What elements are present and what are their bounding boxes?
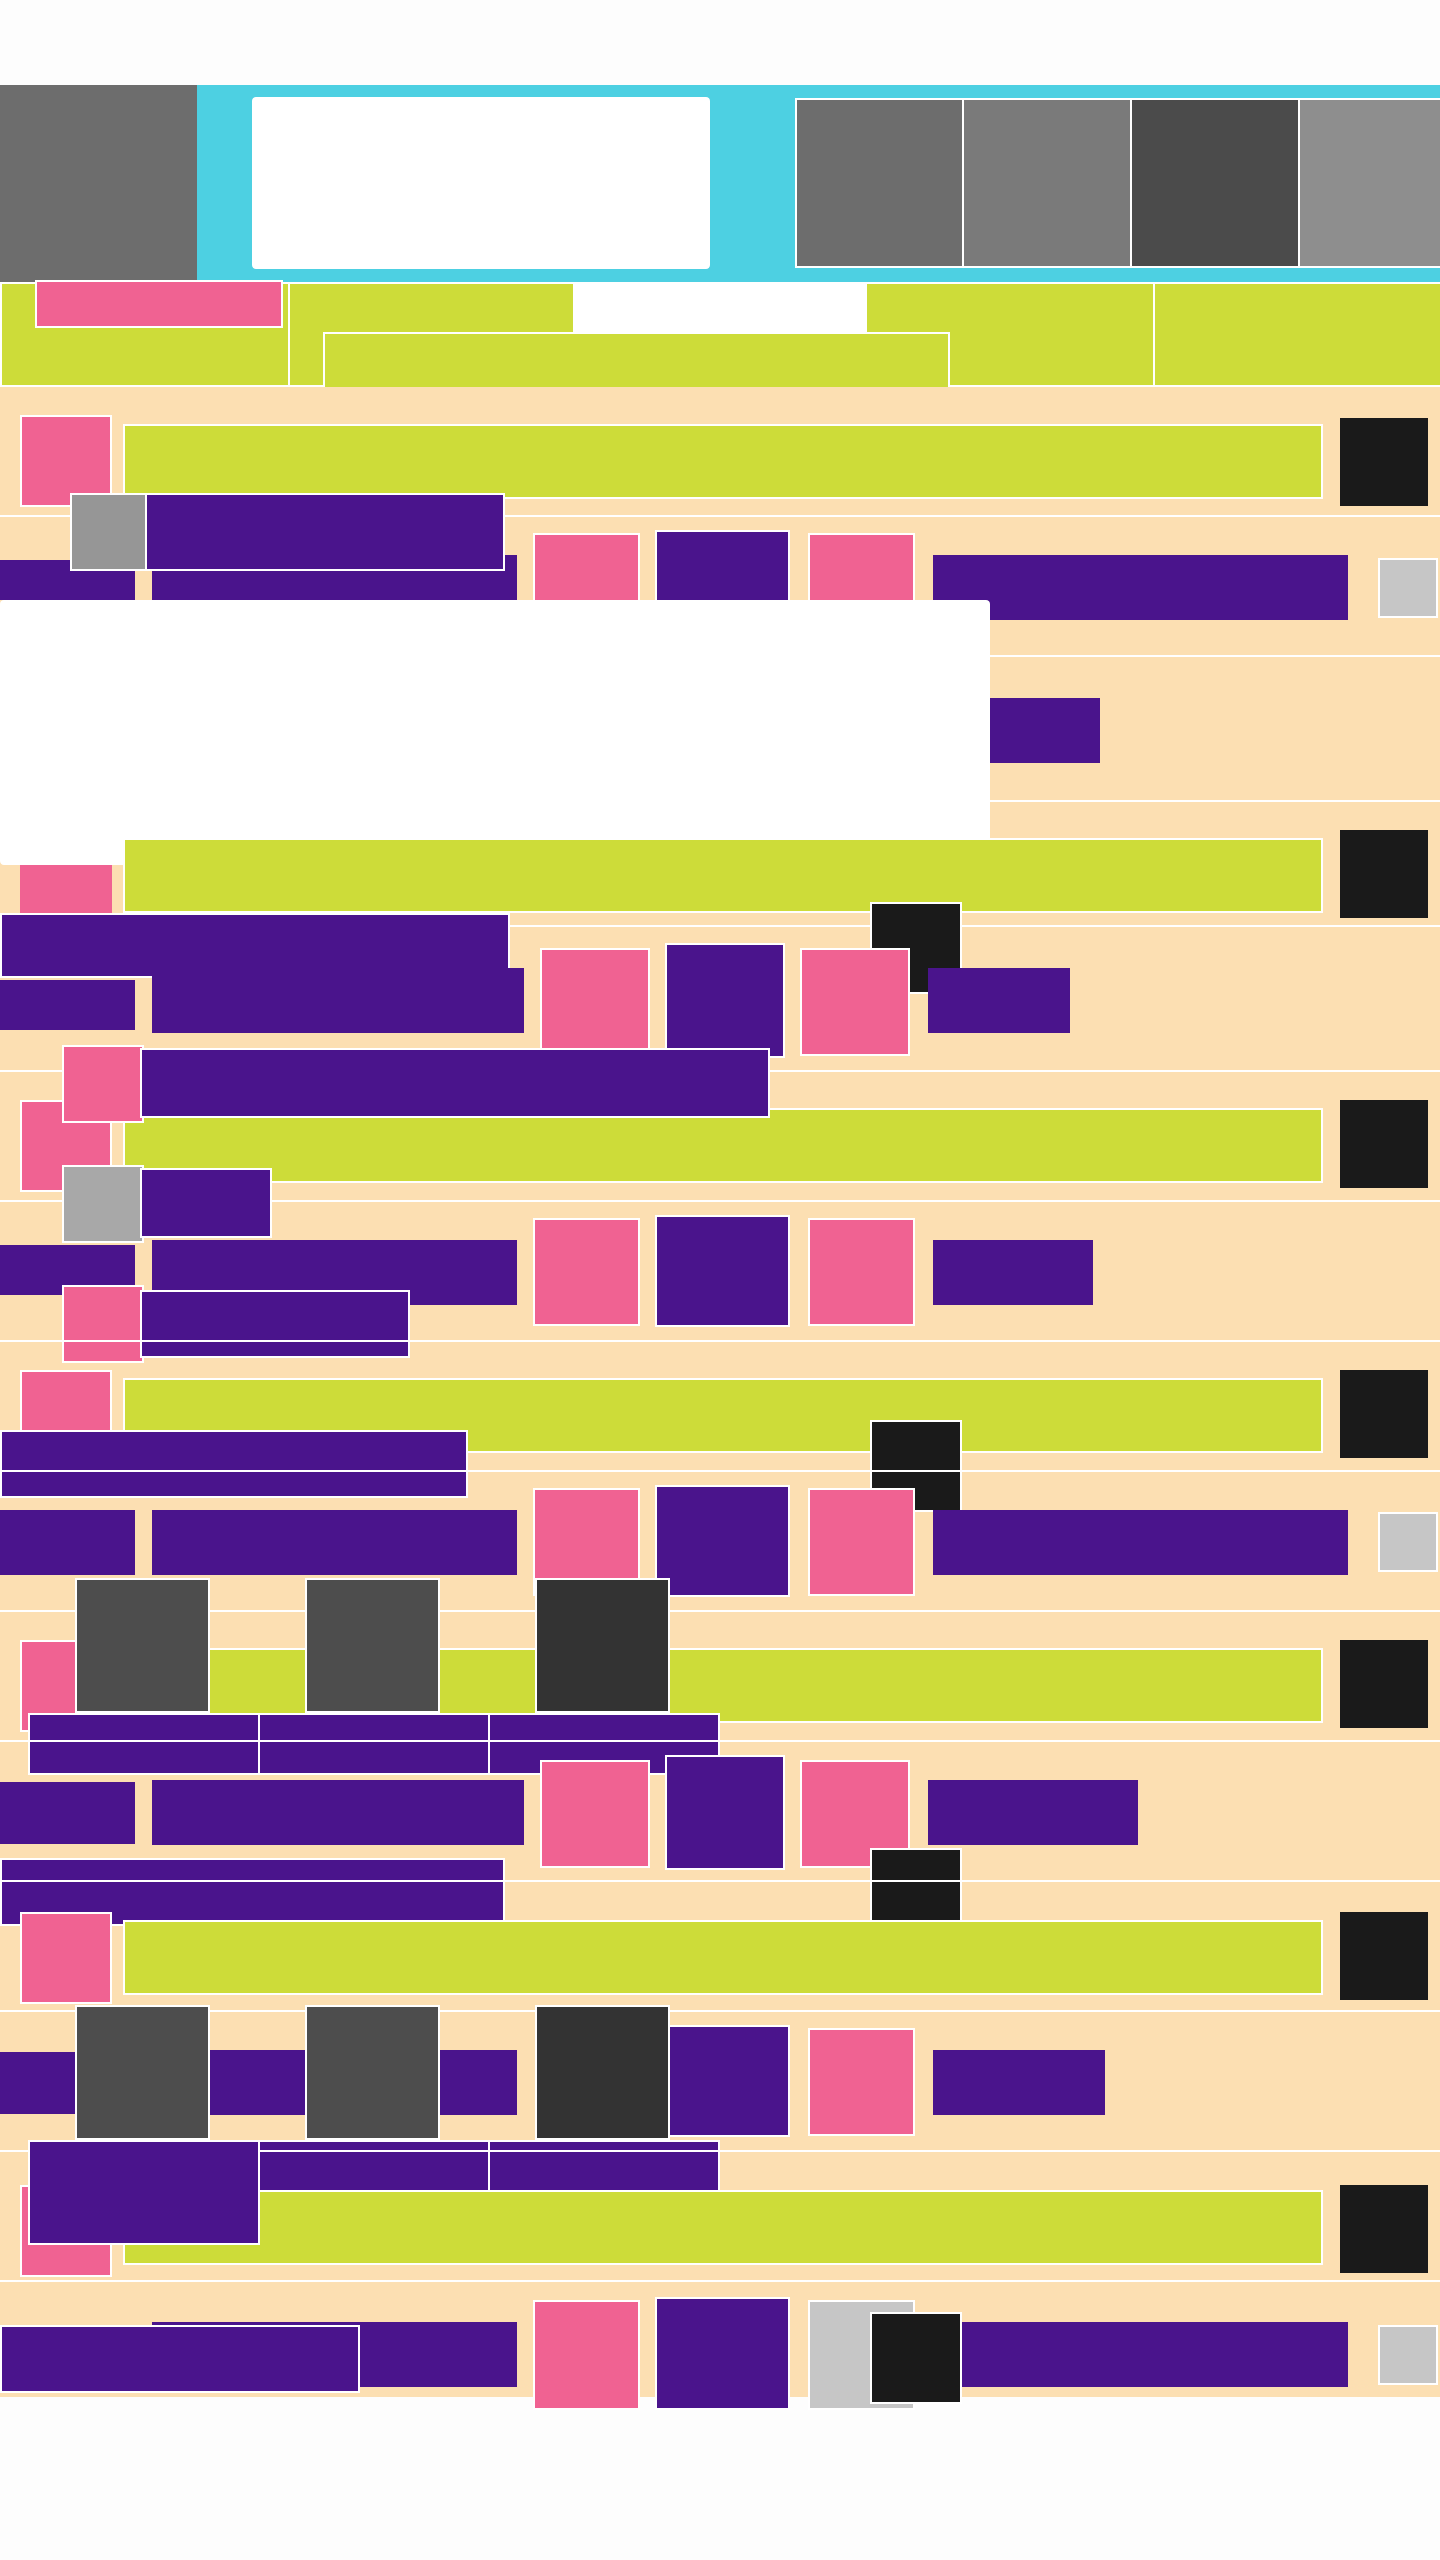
item-label bbox=[0, 980, 135, 1030]
action-button[interactable] bbox=[540, 948, 650, 1056]
item-text bbox=[152, 1510, 517, 1575]
item-text bbox=[990, 698, 1100, 763]
avatar-icon bbox=[20, 1912, 112, 2004]
action-button[interactable] bbox=[665, 1755, 785, 1870]
action-button[interactable] bbox=[808, 2028, 915, 2136]
user-icon bbox=[70, 493, 148, 571]
image-icon bbox=[535, 1578, 670, 1713]
action-button[interactable] bbox=[655, 2297, 790, 2410]
item-title bbox=[123, 1648, 1323, 1723]
avatar-icon bbox=[62, 1045, 144, 1123]
more-icon[interactable] bbox=[1340, 1912, 1428, 2000]
action-button[interactable] bbox=[533, 2300, 640, 2410]
checkbox[interactable] bbox=[1378, 1512, 1438, 1572]
popup-label bbox=[140, 1048, 770, 1118]
image-caption bbox=[258, 1713, 490, 1775]
more-icon[interactable] bbox=[1340, 418, 1428, 506]
image-icon bbox=[75, 1578, 210, 1713]
action-button[interactable] bbox=[533, 1218, 640, 1326]
checkbox[interactable] bbox=[1378, 558, 1438, 618]
avatar-icon bbox=[20, 865, 112, 913]
image-icon bbox=[75, 2005, 210, 2140]
item-title bbox=[123, 1108, 1323, 1183]
item-text bbox=[928, 968, 1070, 1033]
tooltip bbox=[0, 913, 510, 978]
avatar-icon bbox=[62, 1285, 144, 1363]
item-text bbox=[933, 555, 1348, 620]
action-button[interactable] bbox=[540, 1760, 650, 1868]
item-text bbox=[152, 1780, 524, 1845]
item-label bbox=[0, 1510, 135, 1575]
tooltip bbox=[0, 1430, 468, 1498]
item-title bbox=[123, 424, 1323, 499]
tab-indicator bbox=[35, 280, 283, 328]
action-button[interactable] bbox=[655, 2025, 790, 2137]
more-icon[interactable] bbox=[1340, 2185, 1428, 2273]
item-text bbox=[152, 968, 524, 1033]
list-item[interactable] bbox=[0, 387, 1440, 517]
tab-5[interactable] bbox=[1153, 282, 1440, 387]
tab-3[interactable] bbox=[575, 282, 865, 332]
more-icon[interactable] bbox=[1340, 1640, 1428, 1728]
popup-label bbox=[140, 1290, 410, 1358]
item-text bbox=[928, 1780, 1138, 1845]
toolbar-icon-1[interactable] bbox=[795, 98, 965, 268]
item-text bbox=[933, 1240, 1093, 1305]
more-icon[interactable] bbox=[1340, 1100, 1428, 1188]
action-button[interactable] bbox=[655, 1215, 790, 1327]
action-button[interactable] bbox=[808, 1218, 915, 1326]
search-input[interactable] bbox=[252, 97, 710, 269]
more-icon[interactable] bbox=[1340, 830, 1428, 918]
avatar-icon bbox=[20, 415, 112, 507]
action-button[interactable] bbox=[655, 1485, 790, 1597]
close-icon[interactable] bbox=[870, 2312, 962, 2404]
item-title bbox=[123, 838, 1323, 913]
app-logo[interactable] bbox=[0, 85, 197, 282]
more-icon[interactable] bbox=[1340, 1370, 1428, 1458]
tooltip bbox=[0, 2325, 360, 2393]
toolbar-icon-4[interactable] bbox=[1298, 98, 1440, 268]
popup-label bbox=[140, 1168, 272, 1238]
item-title bbox=[123, 2190, 1323, 2265]
item-text bbox=[933, 2050, 1105, 2115]
toolbar-icon-2[interactable] bbox=[962, 98, 1132, 268]
image-icon bbox=[305, 2005, 440, 2140]
item-label bbox=[0, 1782, 135, 1844]
checkbox[interactable] bbox=[1378, 2325, 1438, 2385]
image-icon bbox=[305, 1578, 440, 1713]
dialog-panel[interactable] bbox=[0, 600, 990, 865]
toolbar-icon-3[interactable] bbox=[1130, 98, 1300, 268]
action-button[interactable] bbox=[665, 943, 785, 1058]
popup-label bbox=[145, 493, 505, 571]
image-icon bbox=[535, 2005, 670, 2140]
item-title bbox=[123, 1920, 1323, 1995]
image-caption bbox=[28, 2140, 260, 2245]
action-button[interactable] bbox=[808, 1488, 915, 1596]
image-caption bbox=[28, 1713, 260, 1775]
action-button[interactable] bbox=[800, 948, 910, 1056]
item-text bbox=[933, 1510, 1348, 1575]
item-text bbox=[933, 2322, 1348, 2387]
user-icon bbox=[62, 1165, 144, 1243]
